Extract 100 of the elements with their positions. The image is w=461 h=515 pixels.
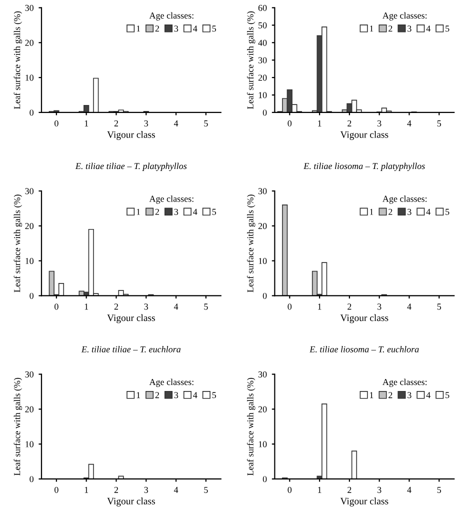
legend-label: 1 bbox=[370, 26, 374, 32]
legend-label: 2 bbox=[155, 392, 159, 398]
x-axis-title: Vigour class bbox=[107, 314, 155, 324]
y-tick-label: 0 bbox=[30, 292, 34, 299]
x-tick-label: 2 bbox=[114, 120, 118, 126]
x-tick-label: 0 bbox=[288, 120, 292, 126]
legend-label: 1 bbox=[136, 392, 140, 398]
legend-title: Age classes: bbox=[149, 195, 194, 204]
y-tick-label: 10 bbox=[258, 92, 267, 98]
legend-title: Age classes: bbox=[382, 378, 427, 387]
legend-label: 4 bbox=[193, 392, 198, 398]
legend-label: 5 bbox=[446, 392, 450, 398]
y-tick-label: 0 bbox=[30, 110, 34, 116]
legend-label: 5 bbox=[446, 208, 450, 215]
y-tick-label: 10 bbox=[258, 441, 267, 448]
y-tick-label: 10 bbox=[26, 74, 34, 81]
legend-label: 2 bbox=[388, 208, 392, 215]
x-tick-label: 1 bbox=[84, 304, 88, 310]
legend-title: Age classes: bbox=[149, 378, 194, 387]
legend-label: 2 bbox=[155, 208, 159, 215]
x-tick-label: 1 bbox=[318, 486, 322, 493]
x-tick-label: 5 bbox=[437, 304, 442, 310]
y-tick-label: 50 bbox=[258, 22, 267, 28]
legend-label: 3 bbox=[174, 208, 178, 215]
x-tick-label: 0 bbox=[54, 120, 58, 126]
text: E. tiliae liosoma – T. euchlora bbox=[310, 346, 419, 352]
y-tick-label: 0 bbox=[262, 292, 267, 299]
text: E. tiliae tiliae – T. platyphyllos bbox=[75, 162, 187, 171]
text: E. tiliae liosoma – T. platyphyllos bbox=[304, 162, 425, 171]
legend-label: 3 bbox=[408, 208, 412, 215]
y-tick-label: 10 bbox=[258, 258, 267, 264]
y-tick-label: 20 bbox=[258, 223, 267, 230]
y-tick-label: 30 bbox=[258, 188, 267, 194]
legend-label: 2 bbox=[155, 26, 159, 32]
x-tick-label: 1 bbox=[318, 120, 322, 126]
legend-title: Age classes: bbox=[149, 12, 194, 20]
x-tick-label: 5 bbox=[204, 486, 208, 493]
x-tick-label: 2 bbox=[114, 304, 118, 310]
text: E. tiliae tiliae – T. euchlora bbox=[81, 346, 181, 352]
x-tick-label: 2 bbox=[348, 120, 352, 126]
legend-label: 3 bbox=[174, 392, 178, 398]
legend-label: 4 bbox=[426, 392, 430, 398]
x-axis-title: Vigour class bbox=[107, 498, 155, 506]
y-axis-title: Leaf surface with galls (%) bbox=[14, 11, 22, 109]
y-tick-label: 0 bbox=[262, 110, 267, 116]
y-tick-label: 30 bbox=[258, 371, 267, 378]
y-tick-label: 10 bbox=[26, 441, 34, 448]
x-tick-label: 3 bbox=[378, 120, 382, 126]
y-tick-label: 30 bbox=[25, 4, 34, 11]
legend-label: 3 bbox=[174, 26, 178, 32]
legend-label: 4 bbox=[193, 26, 198, 32]
x-tick-label: 3 bbox=[144, 486, 148, 493]
x-tick-label: 4 bbox=[407, 120, 412, 126]
y-tick-label: 0 bbox=[262, 476, 267, 482]
y-tick-label: 20 bbox=[258, 74, 267, 81]
x-tick-label: 2 bbox=[348, 486, 352, 493]
x-tick-label: 4 bbox=[407, 304, 412, 310]
y-tick-label: 20 bbox=[25, 223, 34, 230]
y-tick-label: 30 bbox=[25, 371, 34, 378]
y-tick-label: 40 bbox=[258, 40, 267, 46]
x-axis-title: Vigour class bbox=[340, 314, 388, 324]
legend-label: 5 bbox=[212, 26, 216, 32]
legend-label: 1 bbox=[370, 208, 374, 215]
x-tick-label: 2 bbox=[114, 486, 118, 493]
x-tick-label: 4 bbox=[407, 486, 412, 493]
legend-label: 2 bbox=[388, 392, 392, 398]
x-tick-label: 5 bbox=[204, 304, 208, 310]
y-axis-title: Leaf surface with galls (%) bbox=[246, 378, 256, 476]
x-tick-label: 4 bbox=[174, 304, 178, 310]
legend-label: 5 bbox=[212, 208, 216, 215]
legend-label: 5 bbox=[446, 26, 450, 32]
x-axis-title: Vigour class bbox=[340, 131, 388, 140]
x-tick-label: 4 bbox=[174, 120, 178, 126]
y-tick-label: 20 bbox=[25, 406, 34, 412]
legend-label: 3 bbox=[408, 26, 412, 32]
legend-title: Age classes: bbox=[382, 12, 427, 20]
x-tick-label: 3 bbox=[144, 120, 148, 126]
y-axis-title: Leaf surface with galls (%) bbox=[14, 378, 22, 476]
y-axis-title: Leaf surface with galls (%) bbox=[14, 194, 22, 292]
x-axis-title: Vigour class bbox=[107, 131, 155, 140]
y-tick-label: 10 bbox=[26, 258, 34, 264]
x-tick-label: 1 bbox=[84, 120, 88, 126]
x-tick-label: 5 bbox=[204, 120, 208, 126]
y-tick-label: 20 bbox=[25, 40, 34, 46]
x-tick-label: 1 bbox=[318, 304, 322, 310]
x-tick-label: 1 bbox=[84, 486, 88, 493]
x-tick-label: 0 bbox=[54, 486, 58, 493]
legend-label: 1 bbox=[136, 26, 140, 32]
legend-label: 2 bbox=[388, 26, 392, 32]
x-tick-label: 0 bbox=[288, 486, 292, 493]
legend-label: 5 bbox=[212, 392, 216, 398]
x-tick-label: 4 bbox=[174, 486, 178, 493]
legend-label: 1 bbox=[136, 208, 140, 215]
x-tick-label: 3 bbox=[144, 304, 148, 310]
x-tick-label: 0 bbox=[54, 304, 58, 310]
legend-label: 4 bbox=[426, 208, 430, 215]
y-axis-title: Leaf surface with galls (%) bbox=[246, 194, 256, 292]
x-tick-label: 3 bbox=[378, 304, 382, 310]
y-tick-label: 30 bbox=[258, 57, 267, 64]
x-tick-label: 2 bbox=[348, 304, 352, 310]
